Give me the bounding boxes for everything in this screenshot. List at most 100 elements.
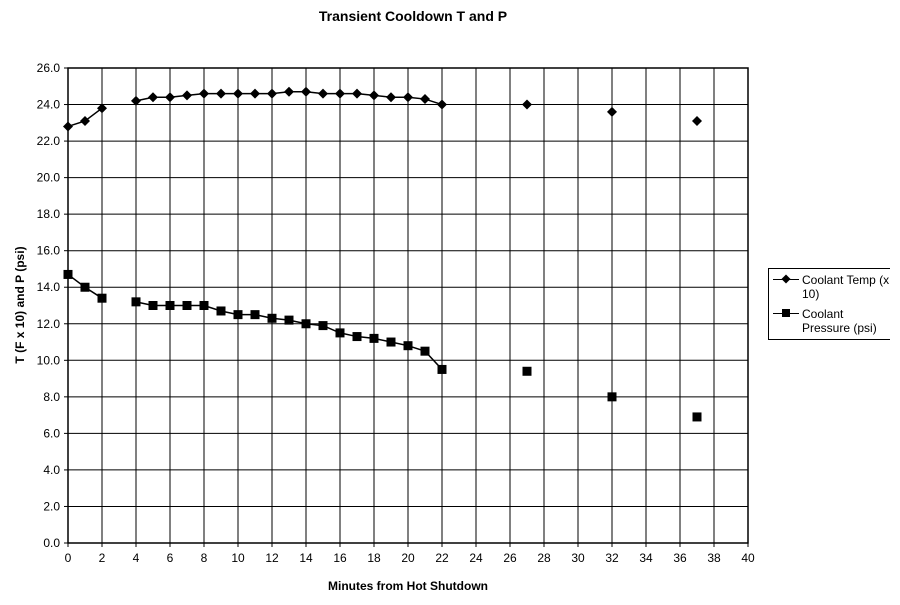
y-tick-label: 20.0 [37, 171, 61, 185]
y-axis-label: T (F x 10) and P (psi) [13, 246, 27, 363]
square-marker-icon [318, 321, 328, 331]
x-axis-label: Minutes from Hot Shutdown [328, 579, 488, 593]
y-tick-label: 0.0 [43, 536, 60, 550]
x-tick-label: 20 [401, 551, 415, 565]
y-tick-label: 16.0 [37, 244, 61, 258]
y-tick-label: 6.0 [43, 426, 60, 440]
square-marker-icon [97, 293, 107, 303]
diamond-marker-icon [148, 92, 158, 103]
y-tick-label: 26.0 [37, 61, 61, 75]
x-tick-label: 36 [673, 551, 687, 565]
axes: 0 2 4 6 8 10 12 14 16 18 20 22 24 26 28 30 32 34 36 38 400.0… [37, 61, 755, 565]
square-marker-icon [182, 301, 192, 310]
square-marker-icon [607, 392, 617, 402]
legend-label-pressure: Coolant Pressure (psi) [802, 307, 877, 335]
series-coolant-temp [63, 86, 702, 132]
diamond-marker-icon [284, 86, 294, 97]
x-tick-label: 10 [231, 551, 245, 565]
y-tick-label: 14.0 [37, 280, 61, 294]
square-marker-icon [165, 301, 175, 310]
square-marker-icon [199, 301, 209, 310]
diamond-marker-icon [386, 92, 396, 103]
diamond-marker-icon [216, 88, 226, 99]
square-marker-icon [522, 366, 532, 376]
square-marker-icon [369, 333, 379, 343]
diamond-marker-icon [403, 92, 413, 103]
diamond-marker-icon [250, 88, 260, 99]
diamond-marker-icon [199, 88, 209, 99]
x-tick-label: 2 [99, 551, 106, 565]
diamond-marker-icon [318, 88, 328, 99]
y-tick-label: 10.0 [37, 353, 61, 367]
legend-item-pressure: Coolant Pressure (psi) [773, 307, 892, 335]
diamond-marker-icon [182, 90, 192, 101]
x-tick-label: 8 [201, 551, 208, 565]
square-marker-icon [284, 315, 294, 325]
square-marker-icon [335, 328, 345, 338]
diamond-marker-icon [233, 88, 243, 99]
diamond-marker-icon [131, 95, 141, 106]
y-tick-label: 22.0 [37, 134, 61, 148]
x-tick-label: 34 [639, 551, 653, 565]
diamond-marker-icon [63, 121, 73, 132]
x-tick-label: 40 [741, 551, 755, 565]
x-tick-label: 18 [367, 551, 381, 565]
x-tick-label: 26 [503, 551, 517, 565]
y-tick-label: 2.0 [43, 499, 60, 513]
diamond-marker-icon [267, 88, 277, 99]
square-marker-icon [216, 306, 226, 316]
x-tick-label: 38 [707, 551, 721, 565]
square-marker-icon [250, 310, 260, 320]
x-tick-label: 4 [133, 551, 140, 565]
x-tick-label: 14 [299, 551, 313, 565]
x-tick-label: 0 [65, 551, 72, 565]
square-marker-icon [437, 364, 447, 374]
square-marker-icon [301, 319, 311, 329]
chart-title: Transient Cooldown T and P [318, 8, 508, 24]
diamond-marker-icon [165, 92, 175, 103]
diamond-marker-icon [301, 86, 311, 97]
square-marker-icon [352, 332, 362, 342]
square-marker-icon [131, 297, 141, 307]
square-marker-icon [267, 313, 277, 323]
diamond-marker-icon [607, 106, 617, 117]
square-marker-icon [420, 346, 430, 356]
square-marker-icon [233, 310, 243, 320]
x-tick-label: 12 [265, 551, 279, 565]
y-tick-label: 18.0 [37, 207, 61, 221]
plot-border [67, 67, 749, 544]
legend-line-temp [773, 273, 799, 284]
legend: Coolant Temp (x 10) Coolant Pressure (ps… [768, 268, 890, 340]
square-marker-icon [403, 341, 413, 351]
square-marker-icon [386, 337, 396, 347]
y-tick-label: 8.0 [43, 390, 60, 404]
square-marker-icon [80, 282, 90, 292]
diamond-marker-icon [692, 115, 702, 126]
y-tick-label: 24.0 [37, 98, 61, 112]
diamond-marker-icon [80, 115, 90, 126]
legend-line-pressure [773, 307, 799, 317]
x-tick-label: 30 [571, 551, 585, 565]
diamond-marker-icon [369, 90, 379, 101]
legend-label-temp: Coolant Temp (x 10) [802, 273, 890, 301]
legend-item-temp: Coolant Temp (x 10) [773, 273, 892, 301]
x-tick-label: 32 [605, 551, 619, 565]
data-series [63, 86, 702, 422]
diamond-marker-icon [781, 274, 791, 284]
x-tick-label: 24 [469, 551, 483, 565]
diamond-marker-icon [420, 94, 430, 105]
square-marker-icon [782, 309, 790, 317]
diamond-marker-icon [97, 103, 107, 114]
square-marker-icon [692, 412, 702, 422]
square-marker-icon [63, 269, 73, 279]
diamond-marker-icon [335, 88, 345, 99]
y-tick-label: 4.0 [43, 463, 60, 477]
square-marker-icon [148, 301, 158, 310]
diamond-marker-icon [437, 99, 447, 110]
x-tick-label: 16 [333, 551, 347, 565]
series-coolant-pressure [63, 269, 702, 422]
diamond-marker-icon [352, 88, 362, 99]
x-tick-label: 22 [435, 551, 449, 565]
diamond-marker-icon [522, 99, 532, 110]
